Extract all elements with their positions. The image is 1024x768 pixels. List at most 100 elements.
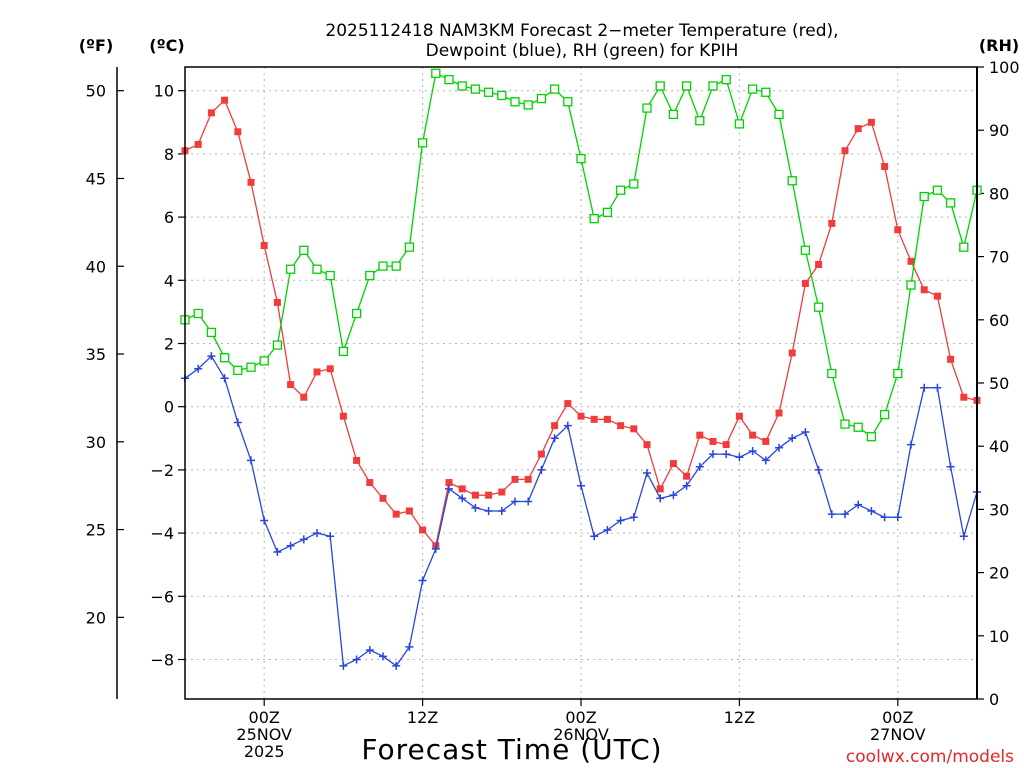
temperature-point xyxy=(207,109,215,117)
dewpoint-point xyxy=(880,513,889,522)
dewpoint-point xyxy=(550,434,559,443)
temperature-point xyxy=(907,257,915,265)
temperature-series xyxy=(181,96,981,550)
rh-tick-label: 20 xyxy=(989,564,1009,583)
dewpoint-point xyxy=(801,427,810,436)
temperature-point xyxy=(326,365,334,373)
credit-label: coolwx.com/models xyxy=(846,747,1014,767)
temperature-point xyxy=(683,472,691,480)
relative-humidity-point xyxy=(761,87,771,97)
rh-tick-label: 0 xyxy=(989,690,999,709)
fahrenheit-tick-label: 25 xyxy=(86,521,106,540)
dewpoint-point xyxy=(431,544,440,553)
temperature-point xyxy=(709,437,717,445)
rh-tick-label: 50 xyxy=(989,374,1009,393)
relative-humidity-point xyxy=(497,90,507,101)
temperature-point xyxy=(366,479,374,487)
rh-tick-label: 40 xyxy=(989,437,1009,456)
relative-humidity-point xyxy=(879,409,890,420)
temperature-point xyxy=(273,298,281,306)
title-line-1: 2025112418 NAM3KM Forecast 2−meter Tempe… xyxy=(325,21,838,41)
temperature-point xyxy=(260,242,268,250)
dewpoint-point xyxy=(854,500,863,509)
rh-tick-label: 70 xyxy=(989,248,1009,267)
relative-humidity-point xyxy=(866,432,877,442)
relative-humidity-point xyxy=(549,84,560,94)
temperature-point xyxy=(656,485,664,493)
relative-humidity-point xyxy=(893,368,903,379)
temperature-point xyxy=(247,178,255,186)
relative-humidity-point xyxy=(602,207,613,218)
temperature-point xyxy=(762,437,770,445)
relative-humidity-point xyxy=(563,97,573,107)
dewpoint-point xyxy=(458,494,467,503)
relative-humidity-point xyxy=(708,81,718,91)
time-tick-label: 12Z xyxy=(407,708,438,727)
dewpoint-point xyxy=(418,576,427,585)
relative-humidity-point xyxy=(259,356,269,366)
temperature-point xyxy=(722,441,730,449)
temperature-point xyxy=(854,125,862,133)
temperature-point xyxy=(775,409,783,417)
time-tick-label: 00Z xyxy=(565,708,596,727)
relative-humidity-point xyxy=(668,109,679,120)
relative-humidity-point xyxy=(470,84,481,94)
rh-tick-label: 30 xyxy=(989,500,1009,519)
celsius-tick-label: 8 xyxy=(164,145,174,164)
relative-humidity-point xyxy=(417,138,428,148)
rh-unit-label: (RH) xyxy=(979,36,1019,55)
temperature-point xyxy=(564,400,572,408)
celsius-tick-label: −2 xyxy=(150,461,174,480)
dewpoint-point xyxy=(286,541,295,550)
temperature-point xyxy=(643,441,651,449)
relative-humidity-point xyxy=(431,68,441,78)
dewpoint-point xyxy=(207,352,216,361)
dewpoint-point xyxy=(946,462,955,471)
temperature-point xyxy=(696,431,704,439)
temperature-point xyxy=(960,393,968,401)
dewpoint-point xyxy=(313,529,321,538)
temperature-point xyxy=(603,415,611,423)
celsius-tick-label: −6 xyxy=(150,587,174,606)
relative-humidity-point xyxy=(642,103,652,113)
series-layer xyxy=(180,68,982,670)
relative-humidity-point xyxy=(840,419,850,429)
fahrenheit-tick-label: 35 xyxy=(86,345,106,364)
temperature-point xyxy=(551,422,559,430)
time-tick-label: 25NOV xyxy=(236,725,292,744)
relative-humidity-point xyxy=(444,74,454,85)
relative-humidity-point xyxy=(219,353,230,363)
dewpoint-point xyxy=(194,364,203,373)
temperature-point xyxy=(669,460,677,468)
temperature-point xyxy=(300,393,308,401)
dewpoint-point xyxy=(748,446,757,455)
temperature-point xyxy=(577,412,585,420)
temperature-point xyxy=(392,510,400,518)
dewpoint-point xyxy=(656,494,665,503)
dewpoint-point xyxy=(471,503,480,512)
relative-humidity-point xyxy=(695,116,705,126)
relative-humidity-point xyxy=(457,81,467,91)
dewpoint-point xyxy=(643,469,651,478)
temperature-point xyxy=(339,412,347,420)
celsius-tick-label: 2 xyxy=(164,335,174,354)
temperature-point xyxy=(815,261,823,268)
relative-humidity-point xyxy=(193,308,203,319)
dewpoint-point xyxy=(920,383,929,392)
dewpoint-point xyxy=(299,535,308,544)
dewpoint-point xyxy=(933,383,942,392)
dewpoint-point xyxy=(233,418,242,427)
rh-tick-label: 10 xyxy=(989,627,1009,646)
dewpoint-point xyxy=(497,506,506,515)
relative-humidity-point xyxy=(483,87,494,97)
relative-humidity-point xyxy=(576,153,586,164)
relative-humidity-point xyxy=(272,340,283,350)
dewpoint-point xyxy=(326,532,335,541)
temperature-point xyxy=(881,163,889,171)
relative-humidity-point xyxy=(285,264,296,274)
celsius-unit-label: (ºC) xyxy=(149,36,184,55)
relative-humidity-point xyxy=(800,245,811,255)
dewpoint-point xyxy=(524,497,533,506)
